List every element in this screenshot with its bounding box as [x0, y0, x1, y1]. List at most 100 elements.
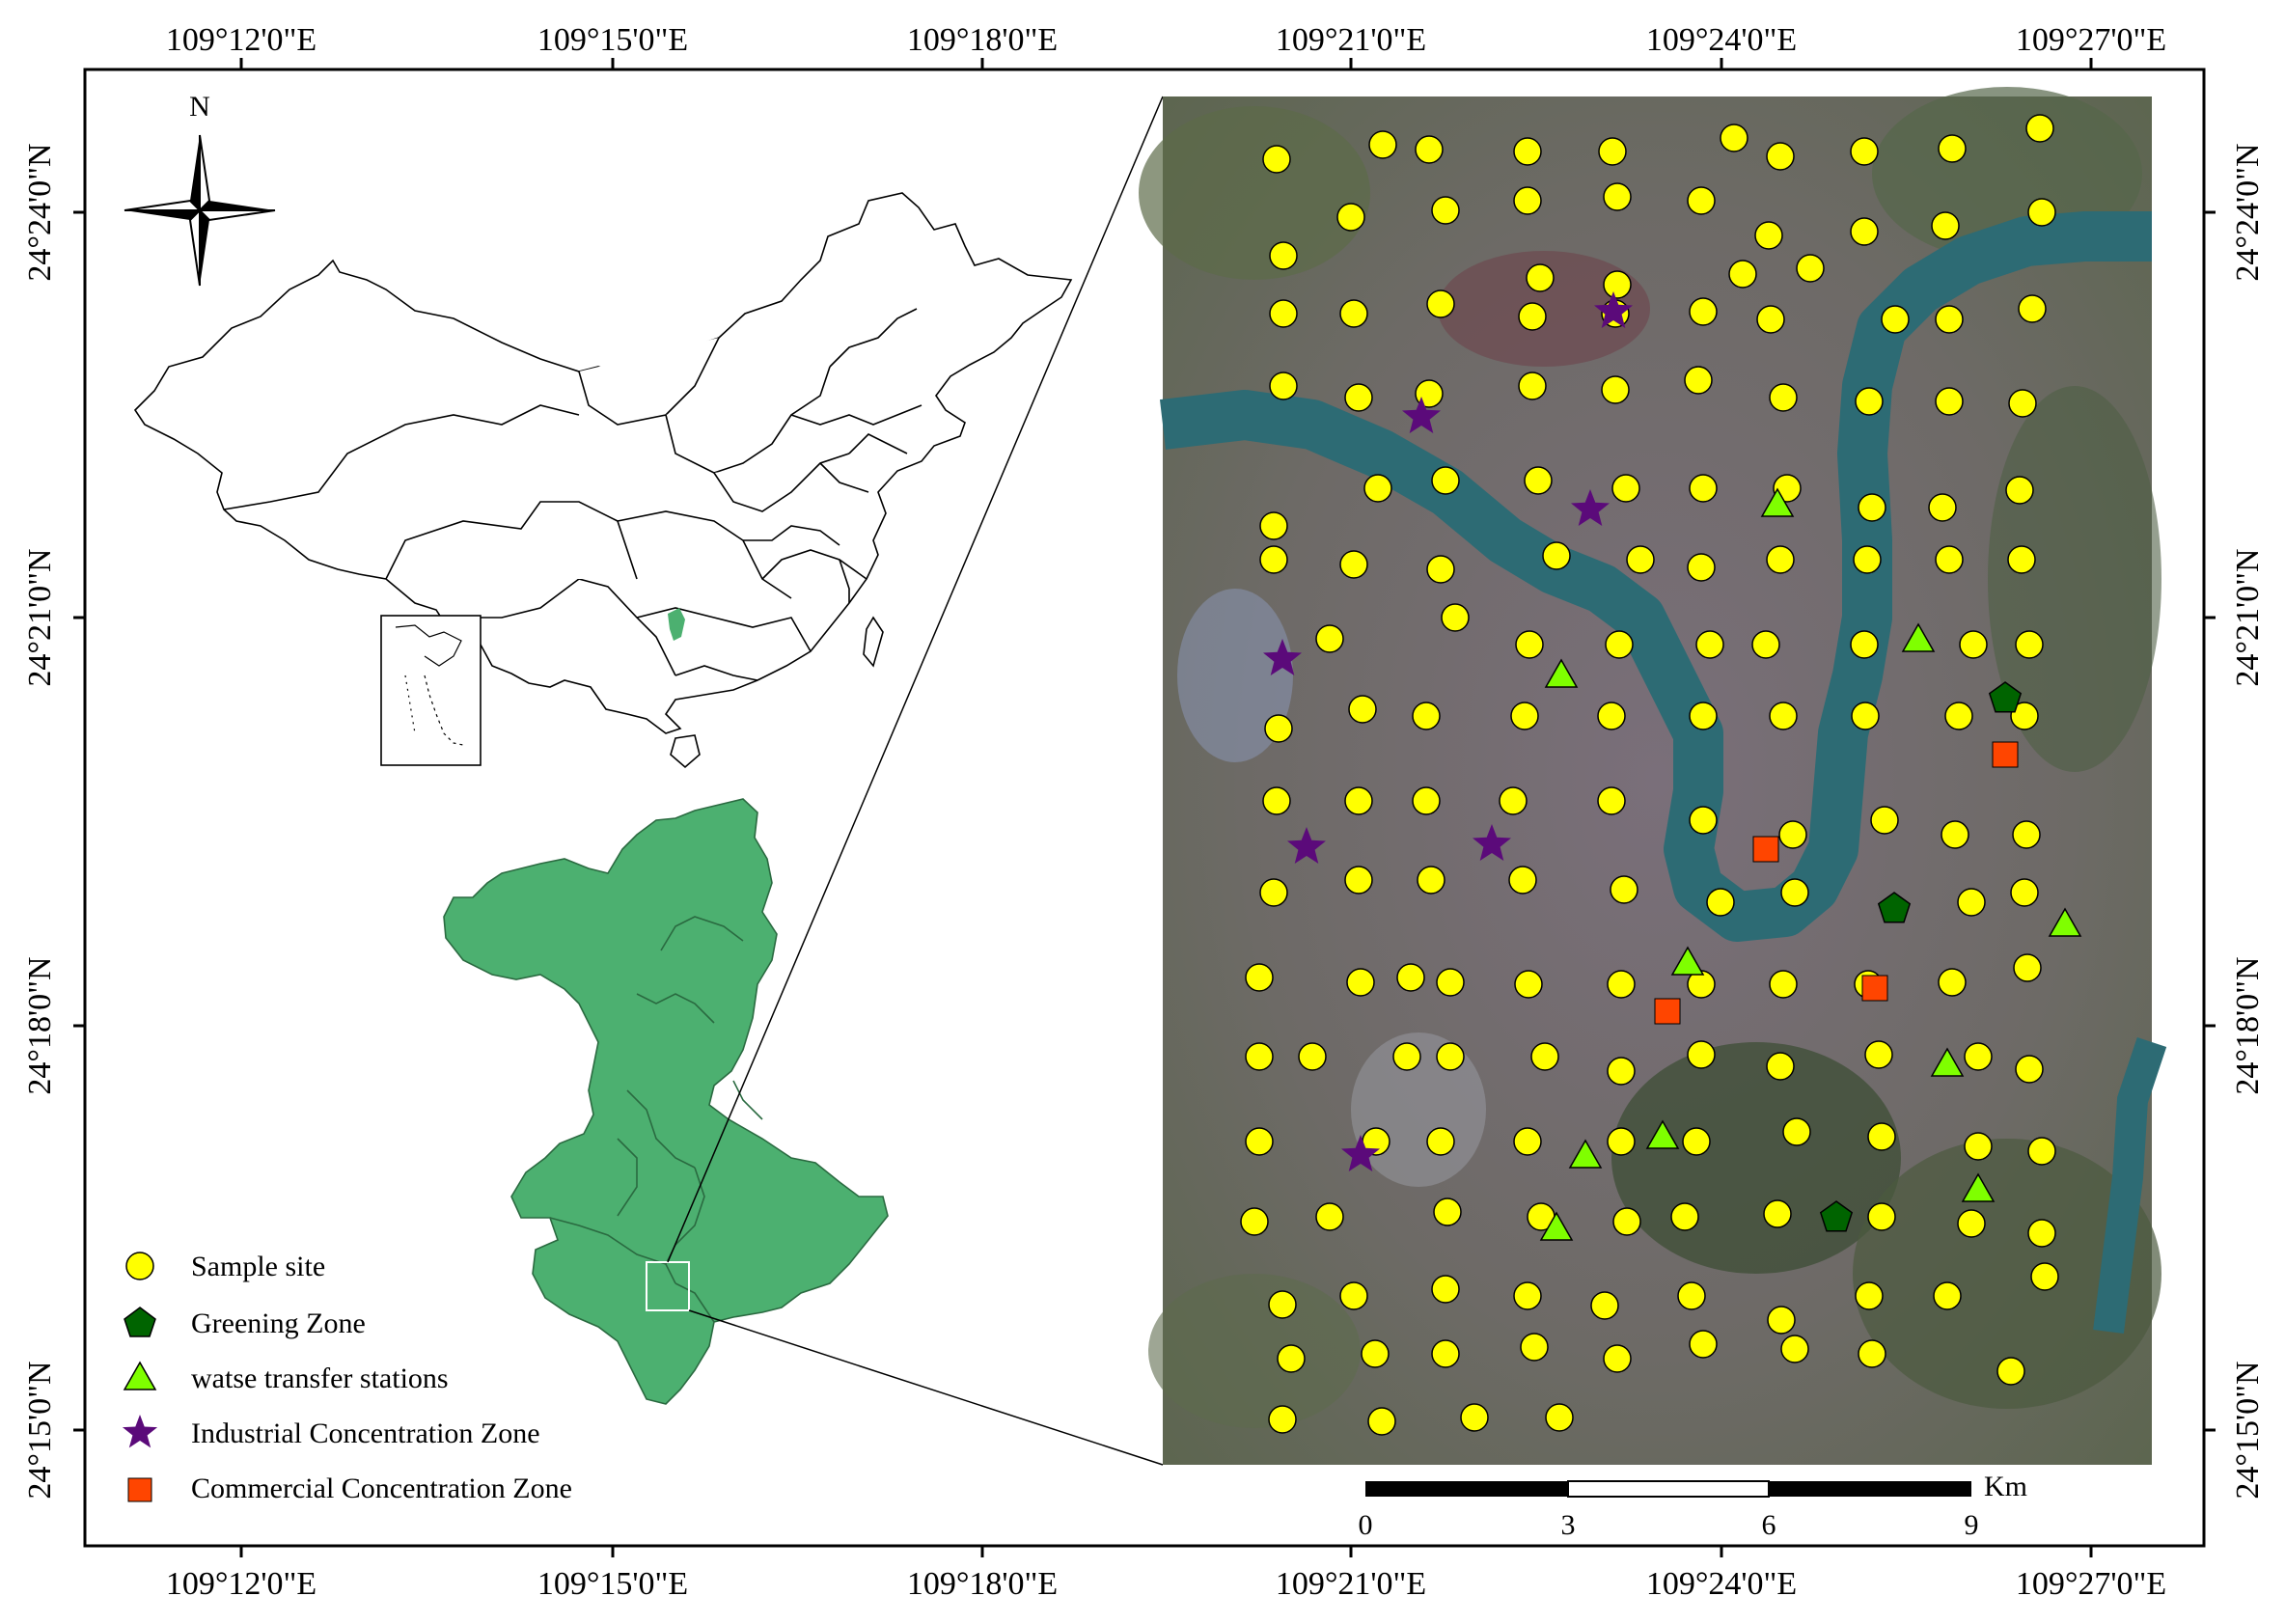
- sample-site-marker: [1262, 786, 1291, 815]
- sample-site-marker: [1336, 203, 1365, 232]
- sample-site-marker: [1867, 1202, 1896, 1231]
- sample-site-marker: [1684, 366, 1713, 395]
- commercial-zone-marker: [1992, 741, 2019, 768]
- sample-site-marker: [1935, 305, 1964, 334]
- waste-transfer-station-marker: [1930, 1047, 1965, 1077]
- sample-site-marker: [1339, 1281, 1368, 1310]
- sample-site-marker: [1460, 1403, 1489, 1432]
- sample-site-marker: [1259, 545, 1288, 574]
- sample-site-marker: [1298, 1042, 1327, 1071]
- study-region-prefecture: [443, 798, 889, 1405]
- waste-transfer-station-marker: [1961, 1172, 1996, 1202]
- sample-site-marker: [1780, 878, 1809, 907]
- industrial-zone-marker: [1473, 824, 1511, 861]
- left-latitude-label: 24°15'0"N: [22, 1361, 58, 1499]
- industrial-zone-marker: [1594, 291, 1633, 328]
- sample-site-marker: [1959, 630, 1988, 659]
- legend-label-sample: Sample site: [191, 1251, 325, 1282]
- waste-transfer-station-marker: [1670, 946, 1705, 976]
- top-longitude-label: 109°18'0"E: [907, 22, 1058, 58]
- sample-site-marker: [1935, 387, 1964, 416]
- sample-site-marker: [1796, 254, 1825, 283]
- sample-site-marker: [2010, 702, 2039, 730]
- sample-site-marker: [1524, 466, 1553, 495]
- sample-site-marker: [2018, 294, 2047, 323]
- north-label: N: [189, 91, 210, 123]
- sample-site-marker: [1346, 968, 1375, 997]
- scale-bar-tick-0: 0: [1359, 1509, 1373, 1541]
- sample-site-marker: [1858, 493, 1886, 522]
- waste-transfer-station-marker: [1539, 1211, 1574, 1241]
- waste-transfer-station-marker: [2048, 907, 2082, 937]
- sample-site-marker: [1277, 1344, 1306, 1373]
- right-latitude-label: 24°24'0"N: [2230, 143, 2266, 281]
- sample-site-marker: [1941, 820, 1969, 849]
- sample-site-marker: [1728, 260, 1757, 289]
- sample-site-marker: [1315, 624, 1344, 653]
- sample-site-marker: [1610, 875, 1638, 904]
- bottom-longitude-label: 109°12'0"E: [166, 1566, 317, 1602]
- bottom-longitude-label: 109°27'0"E: [2016, 1566, 2166, 1602]
- sample-site-marker: [2015, 630, 2044, 659]
- sample-site-marker: [1426, 289, 1455, 318]
- sample-site-marker: [1431, 1339, 1460, 1368]
- sample-site-marker: [1689, 702, 1718, 730]
- industrial-zone-marker: [1287, 827, 1326, 864]
- sample-site-marker: [1706, 888, 1735, 917]
- scale-bar-tick-3: 3: [1561, 1509, 1576, 1541]
- sample-site-marker: [1687, 553, 1716, 582]
- connector-line-top: [667, 96, 1164, 1263]
- sample-site-marker: [1433, 1197, 1462, 1226]
- sample-site-marker: [1361, 1339, 1390, 1368]
- sample-site-marker: [1938, 134, 1967, 163]
- sample-site-marker: [1259, 511, 1288, 540]
- sample-site-marker: [1245, 963, 1274, 992]
- legend-item-greening: Greening Zone: [124, 1307, 366, 1339]
- legend-label-industrial: Industrial Concentration Zone: [191, 1418, 540, 1449]
- sample-site-marker: [1530, 1042, 1559, 1071]
- sample-site-marker: [1767, 1306, 1796, 1335]
- sample-site-marker: [1417, 866, 1445, 895]
- legend-item-sample: Sample site: [125, 1251, 325, 1282]
- sample-site-marker: [1626, 545, 1655, 574]
- legend-label-greening: Greening Zone: [191, 1307, 366, 1339]
- sample-site-marker: [1964, 1042, 1993, 1071]
- sample-site-marker: [1426, 555, 1455, 584]
- sample-site-marker: [1687, 1040, 1716, 1069]
- sample-site-marker: [1262, 145, 1291, 174]
- bottom-longitude-label: 109°18'0"E: [907, 1566, 1058, 1602]
- industrial-zone-marker: [1263, 639, 1302, 675]
- sample-site-marker: [1514, 970, 1543, 999]
- sample-site-marker: [1344, 383, 1373, 412]
- sample-site-marker: [2005, 476, 2034, 505]
- sample-site-marker: [1597, 702, 1626, 730]
- sample-site-marker: [1782, 1117, 1811, 1146]
- sample-site-marker: [1687, 186, 1716, 215]
- sample-site-marker: [1363, 474, 1392, 503]
- sample-site-marker: [1858, 1339, 1886, 1368]
- sample-site-marker: [1612, 1207, 1641, 1236]
- sample-site-marker: [1778, 820, 1807, 849]
- sample-site-marker: [1670, 1202, 1699, 1231]
- sample-site-marker: [1850, 137, 1879, 166]
- sample-site-marker: [2007, 545, 2036, 574]
- sample-site-marker: [1412, 702, 1441, 730]
- sample-site-marker: [1392, 1042, 1421, 1071]
- sample-site-marker: [1269, 299, 1298, 328]
- sample-site-marker: [1870, 806, 1899, 835]
- south-china-sea-inset: [380, 615, 482, 766]
- sample-site-marker: [1850, 630, 1879, 659]
- waste-transfer-station-marker: [1760, 487, 1795, 517]
- sample-site-marker: [1938, 968, 1967, 997]
- sample-site-marker: [1597, 786, 1626, 815]
- sample-site-marker: [1515, 630, 1544, 659]
- left-latitude-label: 24°21'0"N: [22, 548, 58, 686]
- sample-site-marker: [1682, 1127, 1711, 1156]
- sample-site-marker: [1348, 695, 1377, 724]
- scale-bar-unit: Km: [1984, 1471, 2027, 1502]
- sample-site-marker: [1780, 1335, 1809, 1363]
- sample-site-marker: [1720, 124, 1748, 152]
- sample-site-marker: [1766, 1052, 1795, 1081]
- sample-site-marker: [1957, 888, 1986, 917]
